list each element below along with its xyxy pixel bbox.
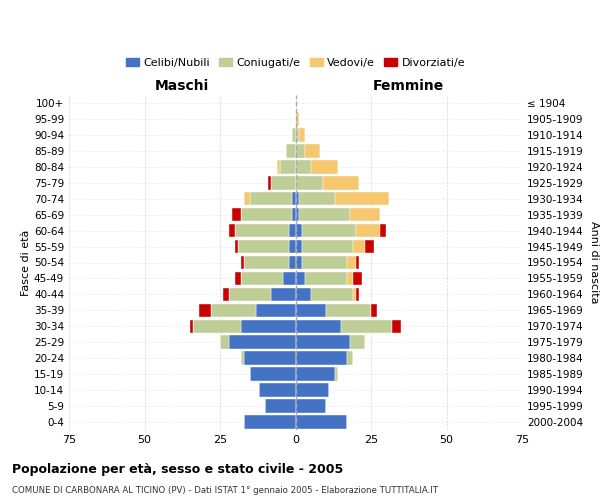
Bar bbox=[296, 288, 311, 301]
Text: Maschi: Maschi bbox=[155, 78, 209, 92]
Bar bbox=[326, 304, 371, 317]
Bar bbox=[211, 304, 256, 317]
Bar bbox=[223, 288, 229, 301]
Bar bbox=[299, 208, 350, 222]
Bar bbox=[311, 288, 353, 301]
Bar bbox=[244, 415, 296, 429]
Bar bbox=[299, 128, 305, 141]
Bar bbox=[229, 224, 235, 237]
Bar bbox=[199, 304, 211, 317]
Bar bbox=[241, 208, 292, 222]
Bar bbox=[296, 240, 302, 254]
Bar bbox=[292, 208, 296, 222]
Bar bbox=[244, 352, 296, 365]
Bar bbox=[335, 368, 338, 381]
Bar bbox=[292, 192, 296, 205]
Bar bbox=[353, 288, 356, 301]
Bar bbox=[220, 336, 229, 349]
Bar bbox=[250, 192, 292, 205]
Bar bbox=[280, 160, 296, 173]
Bar bbox=[241, 320, 296, 333]
Bar bbox=[289, 256, 296, 270]
Bar bbox=[296, 128, 299, 141]
Bar bbox=[305, 272, 347, 285]
Bar bbox=[241, 272, 283, 285]
Bar bbox=[235, 272, 241, 285]
Bar bbox=[305, 144, 320, 158]
Bar bbox=[296, 400, 326, 413]
Bar bbox=[296, 415, 347, 429]
Bar bbox=[289, 240, 296, 254]
Bar bbox=[256, 304, 296, 317]
Bar bbox=[238, 240, 289, 254]
Bar bbox=[296, 224, 302, 237]
Bar bbox=[296, 192, 299, 205]
Bar bbox=[296, 384, 329, 397]
Bar bbox=[296, 304, 326, 317]
Bar bbox=[350, 208, 380, 222]
Bar bbox=[259, 384, 296, 397]
Bar bbox=[350, 336, 365, 349]
Bar bbox=[365, 240, 374, 254]
Bar bbox=[296, 144, 305, 158]
Bar bbox=[311, 160, 338, 173]
Bar bbox=[323, 176, 359, 190]
Bar bbox=[232, 208, 241, 222]
Bar bbox=[296, 352, 347, 365]
Bar bbox=[296, 272, 305, 285]
Bar bbox=[335, 192, 389, 205]
Text: COMUNE DI CARBONARA AL TICINO (PV) - Dati ISTAT 1° gennaio 2005 - Elaborazione T: COMUNE DI CARBONARA AL TICINO (PV) - Dat… bbox=[12, 486, 438, 495]
Bar bbox=[193, 320, 241, 333]
Bar bbox=[296, 160, 311, 173]
Bar bbox=[244, 192, 250, 205]
Bar bbox=[271, 176, 296, 190]
Bar bbox=[265, 400, 296, 413]
Bar bbox=[302, 256, 347, 270]
Text: Popolazione per età, sesso e stato civile - 2005: Popolazione per età, sesso e stato civil… bbox=[12, 462, 343, 475]
Bar bbox=[190, 320, 193, 333]
Text: Femmine: Femmine bbox=[373, 78, 445, 92]
Bar bbox=[296, 176, 323, 190]
Bar bbox=[341, 320, 392, 333]
Bar bbox=[296, 336, 350, 349]
Bar bbox=[392, 320, 401, 333]
Bar bbox=[380, 224, 386, 237]
Bar bbox=[347, 256, 356, 270]
Bar bbox=[268, 176, 271, 190]
Bar bbox=[244, 256, 289, 270]
Bar bbox=[235, 224, 289, 237]
Bar bbox=[347, 272, 353, 285]
Bar bbox=[356, 224, 380, 237]
Bar bbox=[296, 320, 341, 333]
Bar bbox=[296, 208, 299, 222]
Bar bbox=[302, 224, 356, 237]
Bar bbox=[347, 352, 353, 365]
Bar bbox=[296, 112, 299, 126]
Bar bbox=[241, 352, 244, 365]
Bar bbox=[271, 288, 296, 301]
Bar bbox=[353, 240, 365, 254]
Bar bbox=[229, 336, 296, 349]
Bar bbox=[302, 240, 353, 254]
Bar bbox=[235, 240, 238, 254]
Bar bbox=[277, 160, 280, 173]
Bar bbox=[229, 288, 271, 301]
Y-axis label: Anni di nascita: Anni di nascita bbox=[589, 221, 599, 304]
Bar bbox=[289, 224, 296, 237]
Bar bbox=[356, 288, 359, 301]
Bar bbox=[353, 272, 362, 285]
Bar bbox=[286, 144, 296, 158]
Bar bbox=[283, 272, 296, 285]
Bar bbox=[296, 368, 335, 381]
Bar bbox=[250, 368, 296, 381]
Bar bbox=[292, 128, 296, 141]
Legend: Celibi/Nubili, Coniugati/e, Vedovi/e, Divorziati/e: Celibi/Nubili, Coniugati/e, Vedovi/e, Di… bbox=[121, 54, 470, 72]
Bar bbox=[299, 192, 335, 205]
Y-axis label: Fasce di età: Fasce di età bbox=[21, 230, 31, 296]
Bar bbox=[241, 256, 244, 270]
Bar bbox=[371, 304, 377, 317]
Bar bbox=[296, 256, 302, 270]
Bar bbox=[356, 256, 359, 270]
